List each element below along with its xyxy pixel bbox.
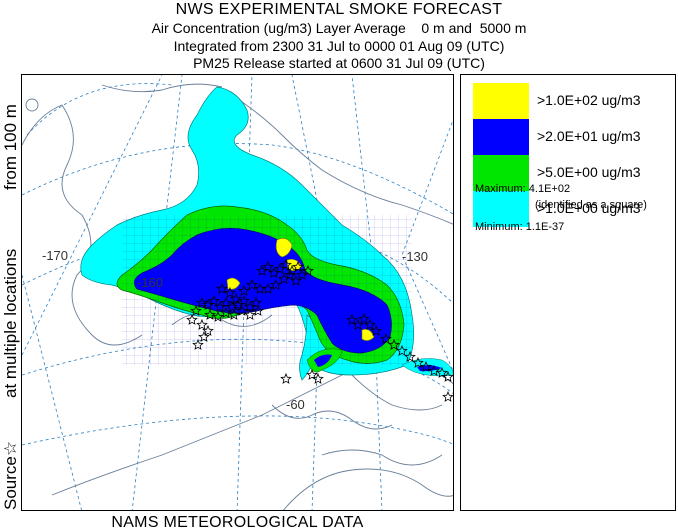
subtitle-concentration: Air Concentration (ug/m3) Layer Average … bbox=[151, 20, 527, 36]
source-star-marker bbox=[204, 308, 216, 320]
source-star-marker bbox=[292, 260, 304, 272]
smoke-plume bbox=[80, 86, 414, 381]
source-star-marker bbox=[364, 318, 376, 330]
source-star-marker bbox=[198, 330, 210, 342]
source-star-marker bbox=[358, 312, 370, 324]
source-star-marker bbox=[190, 304, 202, 316]
source-star-marker bbox=[228, 308, 240, 320]
source-star-marker bbox=[252, 304, 264, 316]
source-star-marker bbox=[196, 318, 208, 330]
source-star-marker bbox=[404, 350, 416, 362]
lon-label-170: -170 bbox=[42, 248, 68, 263]
source-star-marker bbox=[290, 274, 302, 286]
legend-minimum: Minimum: 1.1E-37 bbox=[475, 221, 565, 233]
lon-label-160: -160 bbox=[137, 275, 163, 290]
legend-item-blue: >2.0E+01 ug/m3 bbox=[473, 119, 673, 155]
legend-swatch bbox=[473, 119, 529, 155]
source-star-marker bbox=[412, 356, 424, 368]
source-star-marker bbox=[302, 264, 314, 276]
source-star-marker bbox=[280, 372, 292, 384]
legend-label: >1.0E+02 ug/m3 bbox=[537, 92, 641, 108]
source-star-marker bbox=[250, 296, 262, 308]
side-label-source: Source☆ bbox=[1, 440, 20, 510]
source-star-marker bbox=[224, 286, 236, 298]
source-star-marker bbox=[238, 294, 250, 306]
source-star-marker bbox=[192, 338, 204, 350]
source-star-marker bbox=[236, 304, 248, 316]
source-star-marker bbox=[238, 284, 250, 296]
legend-maximum-note: (identified as a square) bbox=[535, 199, 647, 211]
source-star-marker bbox=[202, 324, 214, 336]
source-star-marker bbox=[380, 332, 392, 344]
side-label-locations: at multiple locations bbox=[1, 248, 20, 398]
source-star-marker bbox=[244, 308, 256, 320]
side-label-height: from 100 m bbox=[1, 104, 20, 190]
source-star-marker bbox=[246, 278, 258, 290]
source-star-marker bbox=[220, 306, 232, 318]
source-star-marker bbox=[262, 260, 274, 272]
source-star-marker bbox=[388, 338, 400, 350]
source-star-marker bbox=[208, 294, 220, 306]
legend-item-cyan: >1.0E+00 ug/m3 bbox=[473, 191, 673, 227]
source-star-marker bbox=[230, 292, 242, 304]
source-star-marker bbox=[254, 282, 266, 294]
source-star-marker bbox=[212, 310, 224, 322]
lon-label-60: -60 bbox=[286, 397, 305, 412]
source-star-marker bbox=[186, 313, 198, 325]
source-star-marker bbox=[370, 324, 382, 336]
legend-item-yellow: >1.0E+02 ug/m3 bbox=[473, 83, 673, 119]
map-title: NWS EXPERIMENTAL SMOKE FORECAST bbox=[175, 1, 503, 18]
source-star-marker bbox=[396, 344, 408, 356]
source-star-marker bbox=[216, 282, 228, 294]
source-star-marker bbox=[420, 360, 432, 372]
plume-yellow-1 bbox=[275, 238, 293, 258]
legend-label: >2.0E+01 ug/m3 bbox=[537, 128, 641, 144]
legend-item-green: >5.0E+00 ug/m3 bbox=[473, 155, 673, 191]
source-markers bbox=[186, 258, 453, 402]
legend-panel: >1.0E+02 ug/m3 >2.0E+01 ug/m3 >5.0E+00 u… bbox=[460, 74, 676, 511]
footer-data-source: NAMS METEOROLOGICAL DATA bbox=[111, 514, 364, 531]
legend-swatch bbox=[473, 83, 529, 119]
legend-maximum-text: Maximum: 4.1E+02 bbox=[475, 183, 571, 195]
source-star-marker bbox=[442, 370, 453, 382]
source-star-marker bbox=[312, 372, 324, 384]
legend-swatch bbox=[473, 191, 529, 227]
source-star-marker bbox=[442, 390, 453, 402]
source-star-marker bbox=[280, 258, 292, 270]
source-star-marker bbox=[306, 368, 318, 380]
source-star-marker bbox=[284, 268, 296, 280]
legend-label: >1.0E+00 ug/m3 bbox=[537, 200, 641, 216]
subtitle-release: PM25 Release started at 0600 31 Jul 09 (… bbox=[193, 55, 485, 71]
source-star-marker bbox=[436, 366, 448, 378]
source-star-marker bbox=[346, 313, 358, 325]
source-star-marker bbox=[428, 364, 440, 376]
subtitle-integration: Integrated from 2300 31 Jul to 0000 01 A… bbox=[173, 38, 505, 54]
map-canvas: -170 -160 -130 -60 bbox=[22, 75, 453, 510]
source-star-marker bbox=[196, 296, 208, 308]
smoke-map: -170 -160 -130 -60 bbox=[21, 74, 454, 511]
source-star-marker bbox=[352, 318, 364, 330]
lon-label-130: -130 bbox=[402, 249, 428, 264]
source-star-marker bbox=[270, 278, 282, 290]
source-star-marker bbox=[220, 296, 232, 308]
legend-label: >5.0E+00 ug/m3 bbox=[537, 164, 641, 180]
source-side-label: Source☆ at multiple locations from 100 m bbox=[1, 70, 21, 510]
legend-swatch bbox=[473, 155, 529, 191]
